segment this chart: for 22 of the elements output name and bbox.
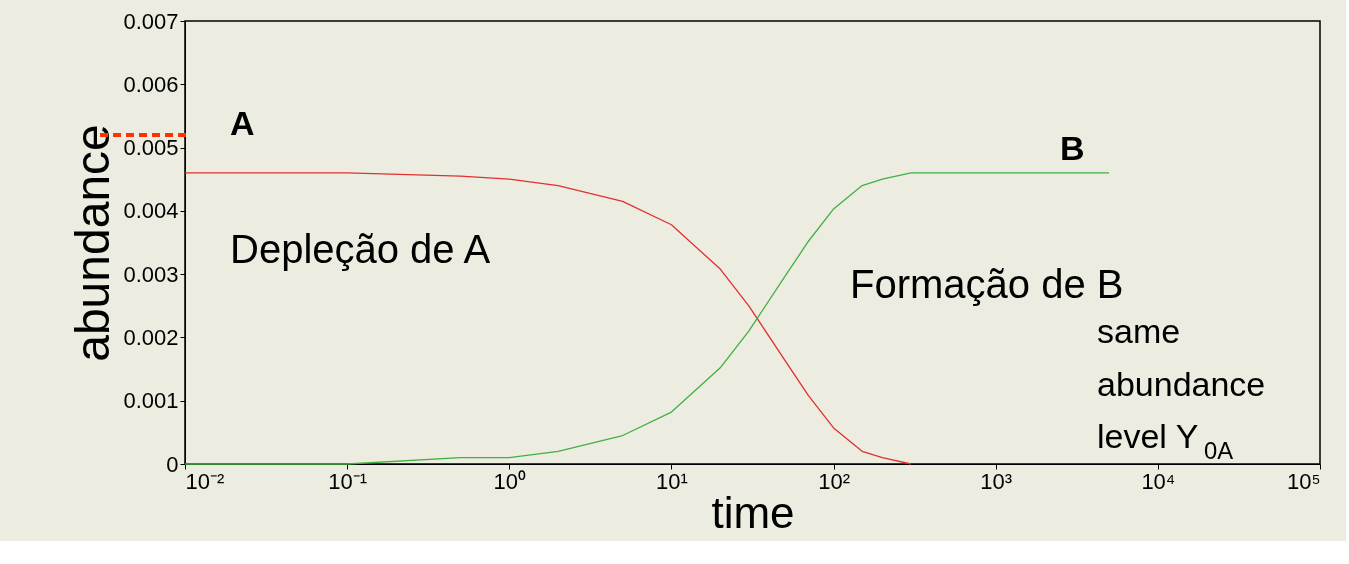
annotation: B [1060, 129, 1085, 167]
x-tick-label: 10⁻² [185, 468, 225, 494]
y-tick-label: 0 [166, 451, 179, 477]
y-tick-label: 0.003 [123, 261, 179, 287]
annotation: Depleção de A [230, 227, 491, 271]
y-tick-label: 0.007 [123, 8, 179, 34]
y-tick-label: 0.006 [123, 71, 179, 97]
annotation: Formação de B [850, 262, 1124, 306]
x-tick-label: 10³ [980, 468, 1013, 494]
x-axis-title: time [711, 487, 795, 537]
x-tick-label: 10¹ [656, 468, 688, 494]
x-tick-label: 10² [818, 468, 850, 494]
x-tick-label: 10⁴ [1141, 468, 1176, 494]
x-tick-label: 10⁵ [1286, 468, 1321, 494]
y-axis-title: abundance [66, 124, 120, 362]
y-tick-label: 0.002 [123, 324, 179, 350]
x-tick-label: 10⁻¹ [328, 468, 368, 494]
y-tick-label: 0.001 [123, 388, 179, 414]
x-tick-label: 10⁰ [493, 468, 527, 494]
ref-line-label: A [230, 103, 255, 142]
y-tick-label: 0.004 [123, 198, 179, 224]
y-tick-label: 0.005 [123, 135, 179, 161]
